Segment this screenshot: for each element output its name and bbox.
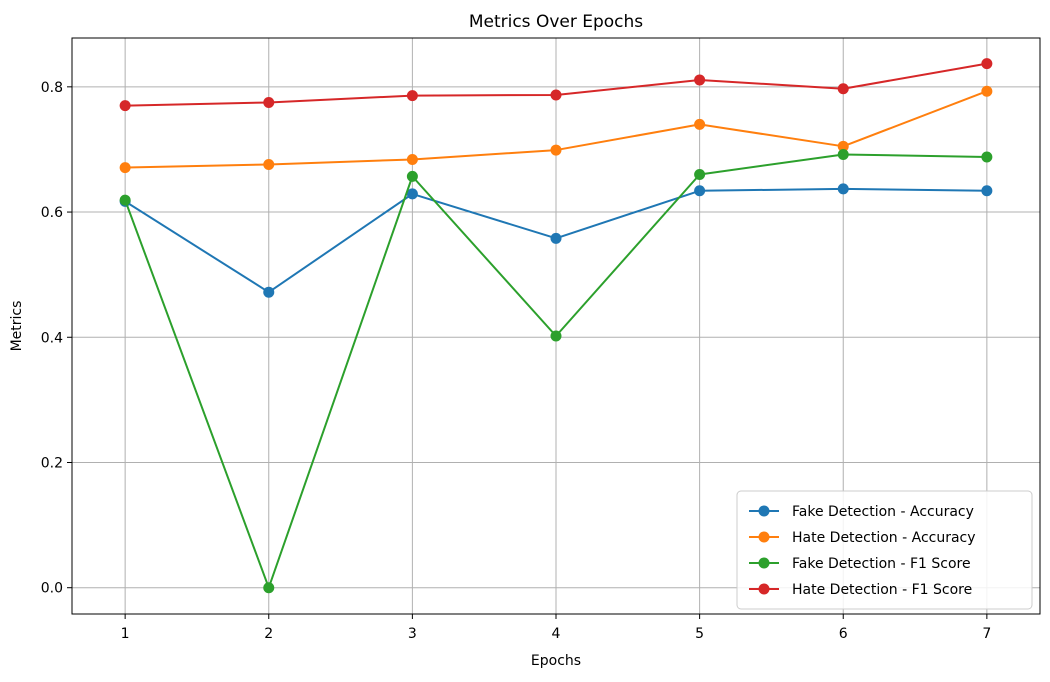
- legend-item: Hate Detection - F1 Score: [749, 582, 972, 598]
- legend-item: Fake Detection - F1 Score: [749, 556, 971, 572]
- data-point: [263, 96, 275, 108]
- data-point: [837, 140, 849, 152]
- legend-swatch-marker: [758, 531, 770, 543]
- y-axis-label: Metrics: [9, 301, 25, 352]
- y-tick-label: 0.0: [41, 581, 63, 597]
- series-3: [119, 148, 993, 594]
- data-point: [119, 100, 131, 112]
- x-tick-label: 7: [982, 626, 991, 642]
- x-tick-label: 2: [264, 626, 273, 642]
- data-point: [981, 185, 993, 197]
- legend-swatch-marker: [758, 557, 770, 569]
- legend-item: Fake Detection - Accuracy: [749, 504, 974, 520]
- x-tick-label: 3: [408, 626, 417, 642]
- legend-label: Hate Detection - F1 Score: [792, 582, 972, 598]
- series-2: [119, 85, 993, 174]
- x-tick-label: 1: [121, 626, 130, 642]
- data-point: [550, 144, 562, 156]
- data-point: [981, 85, 993, 97]
- data-point: [694, 118, 706, 130]
- axis-ticks: 1 2 3 4 5 6 7 0.0 0.2 0.4 0.6 0.8: [41, 80, 992, 642]
- y-tick-label: 0.2: [41, 455, 63, 471]
- data-point: [981, 58, 993, 70]
- data-point: [694, 74, 706, 86]
- legend-item: Hate Detection - Accuracy: [749, 530, 976, 546]
- data-point: [837, 148, 849, 160]
- y-tick-label: 0.6: [41, 205, 63, 221]
- x-tick-label: 5: [695, 626, 704, 642]
- legend-label: Hate Detection - Accuracy: [792, 530, 976, 546]
- data-point: [550, 330, 562, 342]
- data-point: [550, 232, 562, 244]
- legend-label: Fake Detection - F1 Score: [792, 556, 971, 572]
- data-point: [406, 153, 418, 165]
- data-point: [694, 168, 706, 180]
- data-point: [981, 151, 993, 163]
- x-tick-label: 4: [552, 626, 561, 642]
- x-tick-label: 6: [839, 626, 848, 642]
- grid: [72, 38, 1040, 614]
- data-point: [119, 162, 131, 174]
- legend-label: Fake Detection - Accuracy: [792, 504, 974, 520]
- data-point: [119, 194, 131, 206]
- legend-swatch-marker: [758, 505, 770, 517]
- legend-box: [736, 490, 1033, 610]
- y-tick-label: 0.8: [41, 80, 63, 96]
- y-tick-label: 0.4: [41, 330, 63, 346]
- data-point: [837, 183, 849, 195]
- x-axis-label: Epochs: [531, 653, 581, 669]
- series-4: [119, 58, 993, 112]
- data-point: [406, 188, 418, 200]
- data-point: [263, 158, 275, 170]
- data-point: [837, 83, 849, 95]
- data-point: [694, 185, 706, 197]
- data-point: [263, 286, 275, 298]
- legend: Fake Detection - Accuracy Hate Detection …: [736, 490, 1033, 610]
- chart-title: Metrics Over Epochs: [469, 12, 643, 32]
- data-point: [550, 89, 562, 101]
- data-point: [263, 582, 275, 594]
- legend-swatch-marker: [758, 583, 770, 595]
- data-point: [406, 90, 418, 102]
- series-layer: [119, 58, 993, 594]
- data-point: [406, 170, 418, 182]
